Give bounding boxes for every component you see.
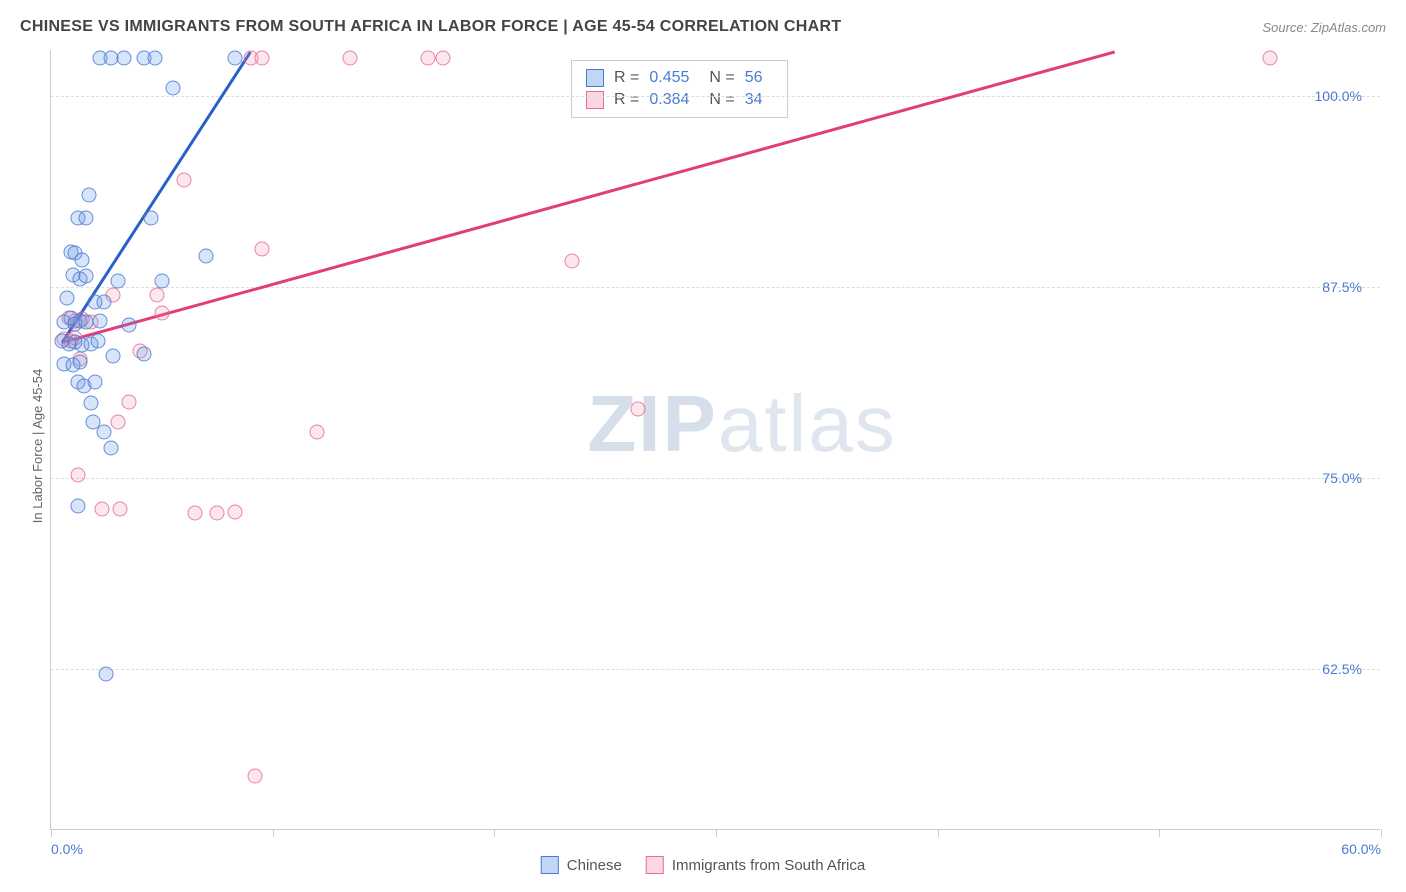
x-tick (51, 829, 52, 837)
swatch-blue-icon (586, 69, 604, 87)
legend-item-south-africa: Immigrants from South Africa (646, 856, 865, 874)
data-point (106, 348, 121, 363)
y-axis-label: In Labor Force | Age 45-54 (30, 369, 45, 523)
data-point (75, 252, 90, 267)
data-point (199, 249, 214, 264)
correlation-scatter-chart: ZIPatlas R = 0.455 N = 56 R = 0.384 N = … (50, 50, 1380, 830)
data-point (121, 318, 136, 333)
data-point (99, 667, 114, 682)
data-point (1263, 50, 1278, 65)
data-point (88, 374, 103, 389)
stats-row-pink: R = 0.384 N = 34 (586, 89, 773, 111)
y-tick-label: 100.0% (1315, 88, 1362, 104)
data-point (112, 501, 127, 516)
legend-label: Chinese (567, 857, 622, 874)
data-point (103, 440, 118, 455)
data-point (436, 50, 451, 65)
data-point (72, 355, 87, 370)
data-point (79, 211, 94, 226)
data-point (154, 306, 169, 321)
data-point (154, 273, 169, 288)
data-point (143, 211, 158, 226)
stat-r-label: R = (614, 69, 639, 87)
data-point (92, 313, 107, 328)
x-tick-label: 0.0% (51, 841, 83, 857)
data-point (137, 347, 152, 362)
y-tick-label: 87.5% (1322, 279, 1362, 295)
stat-n-value: 56 (745, 69, 763, 87)
data-point (177, 173, 192, 188)
data-point (310, 425, 325, 440)
stat-n-value: 34 (745, 91, 763, 109)
data-point (70, 468, 85, 483)
stat-n-label: N = (709, 91, 734, 109)
x-tick (494, 829, 495, 837)
data-point (94, 501, 109, 516)
data-point (59, 290, 74, 305)
data-point (110, 273, 125, 288)
x-tick (1381, 829, 1382, 837)
data-point (247, 769, 262, 784)
data-point (227, 50, 242, 65)
data-point (97, 425, 112, 440)
x-tick-label: 60.0% (1341, 841, 1381, 857)
stats-row-blue: R = 0.455 N = 56 (586, 67, 773, 89)
data-point (121, 394, 136, 409)
data-point (420, 50, 435, 65)
data-point (188, 506, 203, 521)
stat-r-value: 0.455 (649, 69, 689, 87)
data-point (117, 50, 132, 65)
data-point (631, 402, 646, 417)
data-point (564, 254, 579, 269)
legend-item-chinese: Chinese (541, 856, 622, 874)
gridline (51, 478, 1380, 479)
stat-n-label: N = (709, 69, 734, 87)
stats-legend-box: R = 0.455 N = 56 R = 0.384 N = 34 (571, 60, 788, 118)
stat-r-label: R = (614, 91, 639, 109)
data-point (70, 498, 85, 513)
data-point (210, 506, 225, 521)
stat-r-value: 0.384 (649, 91, 689, 109)
data-point (150, 287, 165, 302)
series-legend: Chinese Immigrants from South Africa (541, 856, 865, 874)
x-tick (716, 829, 717, 837)
data-point (90, 333, 105, 348)
source-attribution: Source: ZipAtlas.com (1262, 20, 1386, 35)
gridline (51, 669, 1380, 670)
swatch-pink-icon (646, 856, 664, 874)
data-point (83, 396, 98, 411)
data-point (79, 269, 94, 284)
swatch-pink-icon (586, 91, 604, 109)
y-tick-label: 62.5% (1322, 661, 1362, 677)
data-point (165, 81, 180, 96)
data-point (81, 188, 96, 203)
data-point (343, 50, 358, 65)
watermark: ZIPatlas (587, 378, 896, 470)
gridline (51, 96, 1380, 97)
data-point (254, 241, 269, 256)
x-tick (1159, 829, 1160, 837)
page-title: CHINESE VS IMMIGRANTS FROM SOUTH AFRICA … (20, 18, 841, 36)
data-point (148, 50, 163, 65)
y-tick-label: 75.0% (1322, 470, 1362, 486)
x-tick (938, 829, 939, 837)
data-point (227, 504, 242, 519)
x-tick (273, 829, 274, 837)
data-point (254, 50, 269, 65)
swatch-blue-icon (541, 856, 559, 874)
data-point (110, 414, 125, 429)
data-point (97, 295, 112, 310)
legend-label: Immigrants from South Africa (672, 857, 865, 874)
